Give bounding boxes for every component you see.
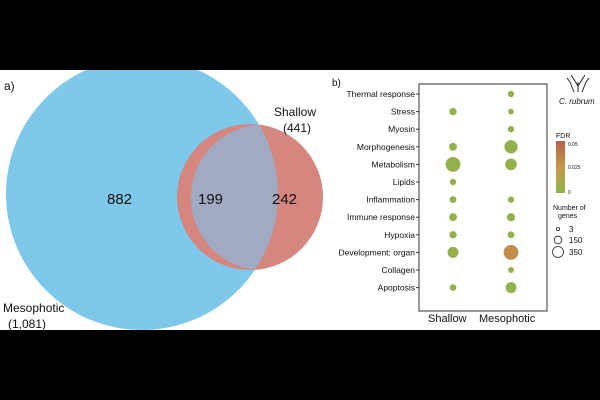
bubble-point <box>504 140 518 154</box>
coral-icon <box>566 74 590 93</box>
plot-frame <box>418 83 548 312</box>
bubble-point <box>449 178 457 186</box>
bubble-point <box>508 108 514 115</box>
bubble-point <box>508 267 514 273</box>
size-legend-circle-small <box>556 226 561 231</box>
y-tick-label: Metabolism <box>372 159 415 169</box>
fdr-tick-mid: 0.025 <box>568 165 581 171</box>
venn-count-mesophotic-only: 882 <box>107 191 132 208</box>
species-label: C. rubrum <box>559 97 595 106</box>
bubble-point <box>505 158 517 171</box>
y-tick-label: Stress <box>391 107 415 117</box>
size-legend-value-large: 350 <box>569 248 583 257</box>
size-legend-circle-large <box>552 246 564 258</box>
x-tick-shallow: Shallow <box>428 313 467 325</box>
bubble-point <box>503 245 519 260</box>
y-tick-label: Thermal response <box>346 89 415 99</box>
bubble-point <box>449 142 457 151</box>
figure-svg: a) 882 199 242 Shallow (441) Mesophotic … <box>3 70 595 330</box>
y-tick-label: Inflammation <box>366 195 415 205</box>
y-tick-label: Morphogenesis <box>357 142 415 152</box>
bubble-point <box>447 246 459 258</box>
bubble-point <box>449 213 457 222</box>
bubble-point <box>507 196 515 203</box>
venn-count-shallow: (441) <box>283 121 311 135</box>
size-legend-title-2: genes <box>558 213 578 220</box>
size-legend-value-medium: 150 <box>569 236 583 245</box>
size-legend-circle-medium <box>553 235 563 245</box>
figure-panel: a) 882 199 242 Shallow (441) Mesophotic … <box>0 70 600 330</box>
bubble-point <box>507 126 515 133</box>
fdr-tick-bottom: 0 <box>568 190 571 196</box>
venn-label-shallow: Shallow <box>274 105 316 119</box>
venn-count-shallow-only: 242 <box>272 191 297 208</box>
fdr-scale-title: FDR <box>556 133 570 140</box>
bubble-point <box>449 284 457 291</box>
y-tick-label: Apoptosis <box>378 283 415 293</box>
y-tick-label: Hypoxia <box>384 230 415 240</box>
venn-count-mesophotic: (1,081) <box>8 317 46 330</box>
y-tick-label: Collagen <box>381 265 415 275</box>
y-tick-label: Development: organ <box>338 247 415 257</box>
y-tick-label: Lipids <box>393 177 415 187</box>
panel-label-b: b) <box>332 78 341 89</box>
bubble-point <box>505 282 517 294</box>
fdr-tick-top: 0.05 <box>568 142 578 148</box>
bubble-point <box>507 231 515 239</box>
venn-overlap-region <box>190 124 278 270</box>
venn-count-overlap: 199 <box>198 191 223 208</box>
bubble-point <box>445 157 461 172</box>
bubble-point <box>449 107 457 116</box>
venn-circle-mesophotic <box>6 70 278 330</box>
bubble-point <box>449 231 457 239</box>
y-tick-label: Immune response <box>347 212 415 222</box>
size-legend-title-1: Number of <box>553 205 586 212</box>
bubble-point <box>506 213 516 222</box>
venn-label-mesophotic: Mesophotic <box>3 301 64 315</box>
bubble-point <box>507 90 515 98</box>
size-legend-value-small: 3 <box>569 225 574 234</box>
bubble-point <box>449 196 457 204</box>
fdr-color-bar <box>556 141 565 193</box>
bubble-layer: Thermal response Stress Myosin Morphogenesi… <box>338 89 519 294</box>
panel-label-a: a) <box>4 79 15 93</box>
y-tick-label: Myosin <box>388 124 415 134</box>
x-tick-mesophotic: Mesophotic <box>479 313 536 325</box>
